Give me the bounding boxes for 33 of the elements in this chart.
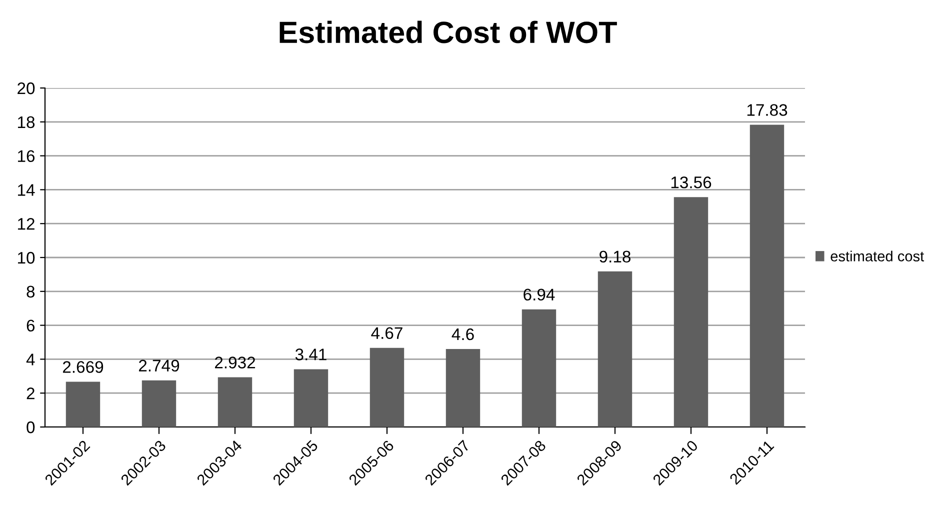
bar — [370, 348, 404, 427]
y-tick-label: 8 — [26, 286, 35, 298]
y-tick-label: 14 — [18, 184, 35, 196]
data-label: 2.669 — [62, 361, 104, 373]
y-tick-label: 18 — [18, 116, 35, 128]
y-tick-label: 6 — [26, 320, 35, 332]
bar — [674, 197, 708, 427]
bar — [142, 380, 176, 427]
bar — [446, 349, 480, 427]
bar — [66, 382, 100, 427]
data-label: 6.94 — [524, 288, 555, 301]
bar — [294, 369, 328, 427]
y-tick-label: 2 — [26, 388, 34, 400]
y-tick-label: 16 — [18, 150, 35, 162]
data-label: 3.41 — [295, 348, 326, 360]
data-label: 2.932 — [214, 356, 256, 368]
bar — [522, 309, 556, 427]
chart-title: Estimated Cost of WOT — [280, 20, 617, 44]
y-tick-label: 4 — [26, 354, 35, 366]
legend-label: estimated cost — [830, 250, 924, 262]
data-label: 2.749 — [138, 360, 180, 372]
bar — [218, 377, 252, 427]
y-tick-label: 0 — [26, 421, 35, 434]
y-tick-label: 20 — [18, 82, 35, 94]
data-label: 9.18 — [600, 250, 630, 263]
data-label: 4.6 — [452, 328, 474, 340]
data-label: 17.83 — [747, 104, 788, 116]
bar — [598, 271, 632, 427]
bar — [750, 124, 784, 427]
data-label: 4.67 — [371, 327, 402, 339]
data-label: 13.56 — [671, 176, 712, 188]
y-tick-label: 10 — [18, 252, 35, 264]
y-tick-label: 12 — [18, 218, 34, 230]
